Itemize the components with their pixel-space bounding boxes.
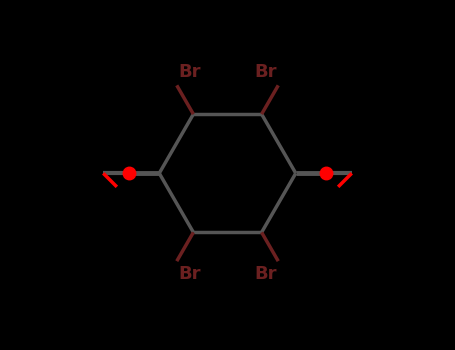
Text: Br: Br — [178, 265, 201, 284]
Text: Br: Br — [254, 265, 277, 284]
Text: Br: Br — [254, 63, 277, 81]
Text: Br: Br — [178, 63, 201, 81]
